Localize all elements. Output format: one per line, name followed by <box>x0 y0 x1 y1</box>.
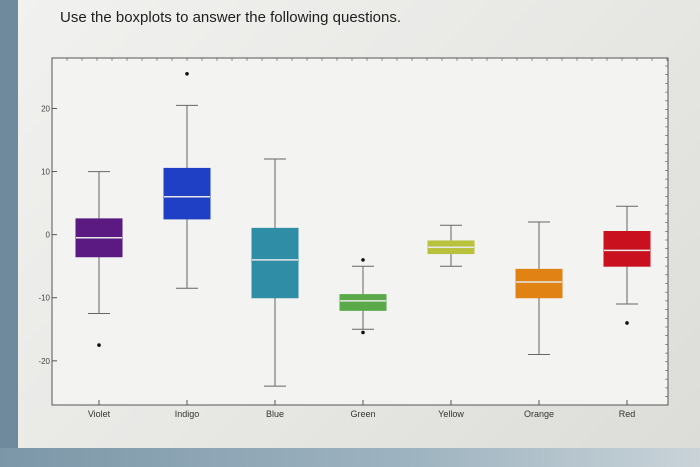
box-blue <box>251 227 299 299</box>
outlier-red <box>625 321 629 325</box>
outlier-indigo <box>185 71 189 76</box>
x-tick-label-blue: Blue <box>266 409 284 419</box>
screen-edge <box>0 448 700 467</box>
outlier-green <box>361 258 365 262</box>
x-tick-label-orange: Orange <box>524 409 554 419</box>
x-tick-label-green: Green <box>350 409 375 419</box>
box-orange <box>515 268 563 299</box>
outlier-green <box>361 330 365 335</box>
box-green <box>339 294 387 311</box>
plot-frame <box>51 57 669 406</box>
x-tick-label-yellow: Yellow <box>438 409 464 419</box>
y-tick-label: -20 <box>38 357 50 366</box>
x-tick-label-indigo: Indigo <box>175 409 200 419</box>
x-tick-label-violet: Violet <box>88 409 111 419</box>
box-indigo <box>163 167 211 220</box>
y-tick-label: 10 <box>41 168 50 177</box>
question-text: Use the boxplots to answer the following… <box>60 9 402 26</box>
x-tick-label-red: Red <box>619 409 636 419</box>
outlier-violet <box>97 343 101 347</box>
box-red <box>603 231 651 267</box>
y-tick-label: -10 <box>38 294 50 303</box>
y-tick-label: 0 <box>46 231 51 240</box>
y-tick-label: 20 <box>41 104 50 113</box>
